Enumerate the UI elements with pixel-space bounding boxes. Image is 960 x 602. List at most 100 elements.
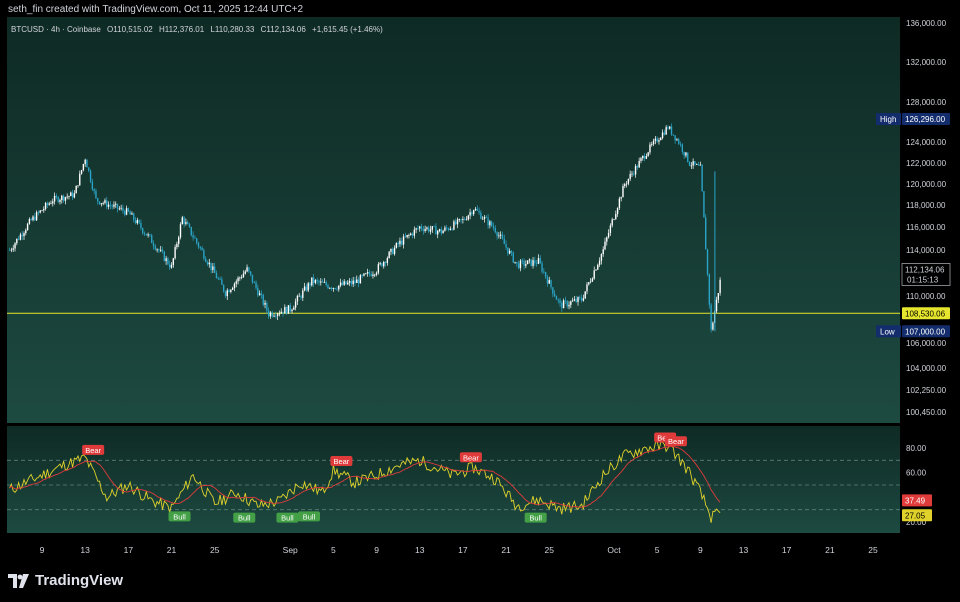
rsi-pane[interactable] <box>7 426 900 533</box>
candle <box>345 280 347 285</box>
candle <box>618 196 621 210</box>
candle-body <box>30 219 32 221</box>
candle <box>269 311 272 319</box>
candle <box>417 225 419 231</box>
candle-body <box>618 198 621 209</box>
time-tick-label: 9 <box>40 545 45 555</box>
candle-body <box>311 277 313 286</box>
bull-signal[interactable]: Bull <box>524 512 547 523</box>
candle-body <box>573 299 576 301</box>
candle-body <box>446 227 448 229</box>
time-tick-label: 13 <box>80 545 90 555</box>
candle-body <box>106 200 108 207</box>
candle-body <box>233 283 236 289</box>
bull-signal[interactable]: Bull <box>276 512 299 523</box>
candle-body <box>61 195 63 201</box>
candle-body <box>282 311 284 314</box>
candle <box>357 276 360 288</box>
candle <box>645 153 648 160</box>
candle <box>107 201 110 210</box>
candle-body <box>116 203 119 209</box>
candle <box>561 300 563 312</box>
candle-body <box>476 208 478 211</box>
candle-body <box>48 203 50 205</box>
candle <box>124 209 126 217</box>
candle-body <box>43 208 45 211</box>
candle <box>634 164 637 178</box>
candle <box>422 225 425 235</box>
rsi-line <box>9 440 721 523</box>
candle-body <box>228 290 230 293</box>
candle <box>226 288 228 300</box>
bear-signal[interactable]: Bear <box>459 452 482 463</box>
candle-body <box>82 163 85 171</box>
support-level-badge[interactable]: 108,530.06 <box>902 307 950 320</box>
candle-body <box>555 296 558 300</box>
time-tick-label: 5 <box>331 545 336 555</box>
candle-body <box>111 205 113 207</box>
bear-signal[interactable]: Bear <box>330 455 353 466</box>
candle <box>64 196 67 205</box>
candle-body <box>552 287 554 294</box>
candle-body <box>327 285 329 289</box>
candle <box>249 271 252 277</box>
candle <box>84 158 86 167</box>
candle <box>544 271 547 279</box>
rsi-value-badge[interactable]: 27.05 <box>902 509 932 522</box>
candle-body <box>699 164 702 166</box>
candle-body <box>217 278 219 280</box>
candle-body <box>517 263 520 269</box>
bull-signal[interactable]: Bull <box>233 512 256 523</box>
candle-body <box>46 203 49 205</box>
candle-body <box>523 260 525 266</box>
candle <box>309 282 311 290</box>
candle <box>501 231 504 240</box>
candle <box>300 294 302 300</box>
candle-body <box>194 237 196 239</box>
candle-body <box>442 230 444 234</box>
candle <box>170 262 173 269</box>
rsi-ma-badge[interactable]: 37.49 <box>902 494 932 507</box>
candle-body <box>422 229 425 231</box>
candle <box>363 273 365 277</box>
candle-body <box>643 155 646 159</box>
bear-signal[interactable]: Bear <box>664 436 687 447</box>
candle <box>91 178 94 192</box>
candle <box>490 220 493 227</box>
bull-signal[interactable]: Bull <box>168 511 191 522</box>
candle <box>419 225 421 232</box>
tradingview-logo[interactable]: TradingView <box>8 572 123 589</box>
candle-body <box>77 185 79 187</box>
candle-body <box>534 260 536 264</box>
price-tick-label: 118,000.00 <box>906 201 946 210</box>
candle <box>116 203 119 213</box>
candle <box>43 206 45 213</box>
symbol-title: BTCUSD · 4h · Coinbase <box>11 25 101 34</box>
candle <box>199 246 201 251</box>
candle <box>68 195 70 200</box>
candle-body <box>374 274 376 276</box>
candle-body <box>163 251 166 261</box>
candle <box>580 294 583 303</box>
candle-body <box>465 219 468 221</box>
candle-body <box>181 217 183 225</box>
candle <box>496 231 498 240</box>
candle <box>134 217 137 225</box>
candle <box>165 255 167 265</box>
bear-signal[interactable]: Bear <box>82 444 105 455</box>
candle <box>435 223 437 235</box>
candle <box>660 137 662 141</box>
candle <box>613 218 615 221</box>
candle-body <box>622 186 624 198</box>
candle-body <box>616 208 619 214</box>
high-value-badge[interactable]: 126,296.00 <box>902 113 950 126</box>
candle-body <box>258 293 261 296</box>
price-pane[interactable] <box>7 17 900 423</box>
candle <box>379 261 381 266</box>
bull-signal[interactable]: Bull <box>298 511 321 522</box>
low-value-badge[interactable]: 107,000.00 <box>902 325 950 338</box>
high-value: 112,376.01 <box>165 25 205 34</box>
candle <box>476 205 478 212</box>
